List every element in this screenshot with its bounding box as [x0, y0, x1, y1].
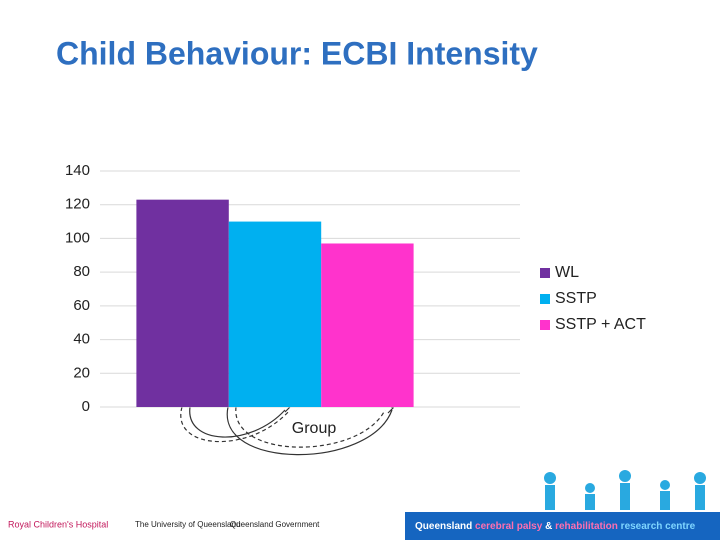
- y-tick-label: 80: [73, 263, 90, 280]
- y-tick-label: 140: [65, 162, 90, 179]
- y-tick-label: 120: [65, 196, 90, 213]
- slide-title: Child Behaviour: ECBI Intensity: [56, 35, 538, 71]
- legend-label: WL: [555, 264, 579, 281]
- footer-band: [405, 512, 720, 540]
- logo: Queensland Government: [230, 520, 320, 529]
- legend-label: SSTP: [555, 290, 597, 307]
- y-tick-label: 20: [73, 364, 90, 381]
- y-tick-label: 60: [73, 297, 90, 314]
- legend-label: SSTP + ACT: [555, 316, 646, 333]
- legend-swatch: [540, 268, 550, 278]
- bar: [321, 243, 414, 407]
- bar: [136, 199, 229, 407]
- logo: The University of Queensland: [135, 520, 240, 529]
- centre-name: Queensland cerebral palsy & rehabilitati…: [415, 521, 696, 532]
- y-tick-label: 40: [73, 331, 90, 348]
- centre-part: cerebral palsy: [475, 521, 543, 532]
- arrows: [180, 403, 394, 456]
- silhouettes: [544, 470, 706, 510]
- bar: [228, 221, 322, 407]
- centre-part: Queensland: [415, 521, 472, 532]
- legend-swatch: [540, 294, 550, 304]
- x-tick-label: Group: [292, 420, 337, 437]
- centre-part: research centre: [621, 521, 696, 532]
- y-tick-label: 0: [82, 398, 90, 415]
- logo: Royal Children's Hospital: [8, 519, 108, 529]
- legend-swatch: [540, 320, 550, 330]
- centre-part: rehabilitation: [555, 521, 618, 532]
- centre-part: &: [545, 521, 552, 532]
- y-tick-label: 100: [65, 229, 90, 246]
